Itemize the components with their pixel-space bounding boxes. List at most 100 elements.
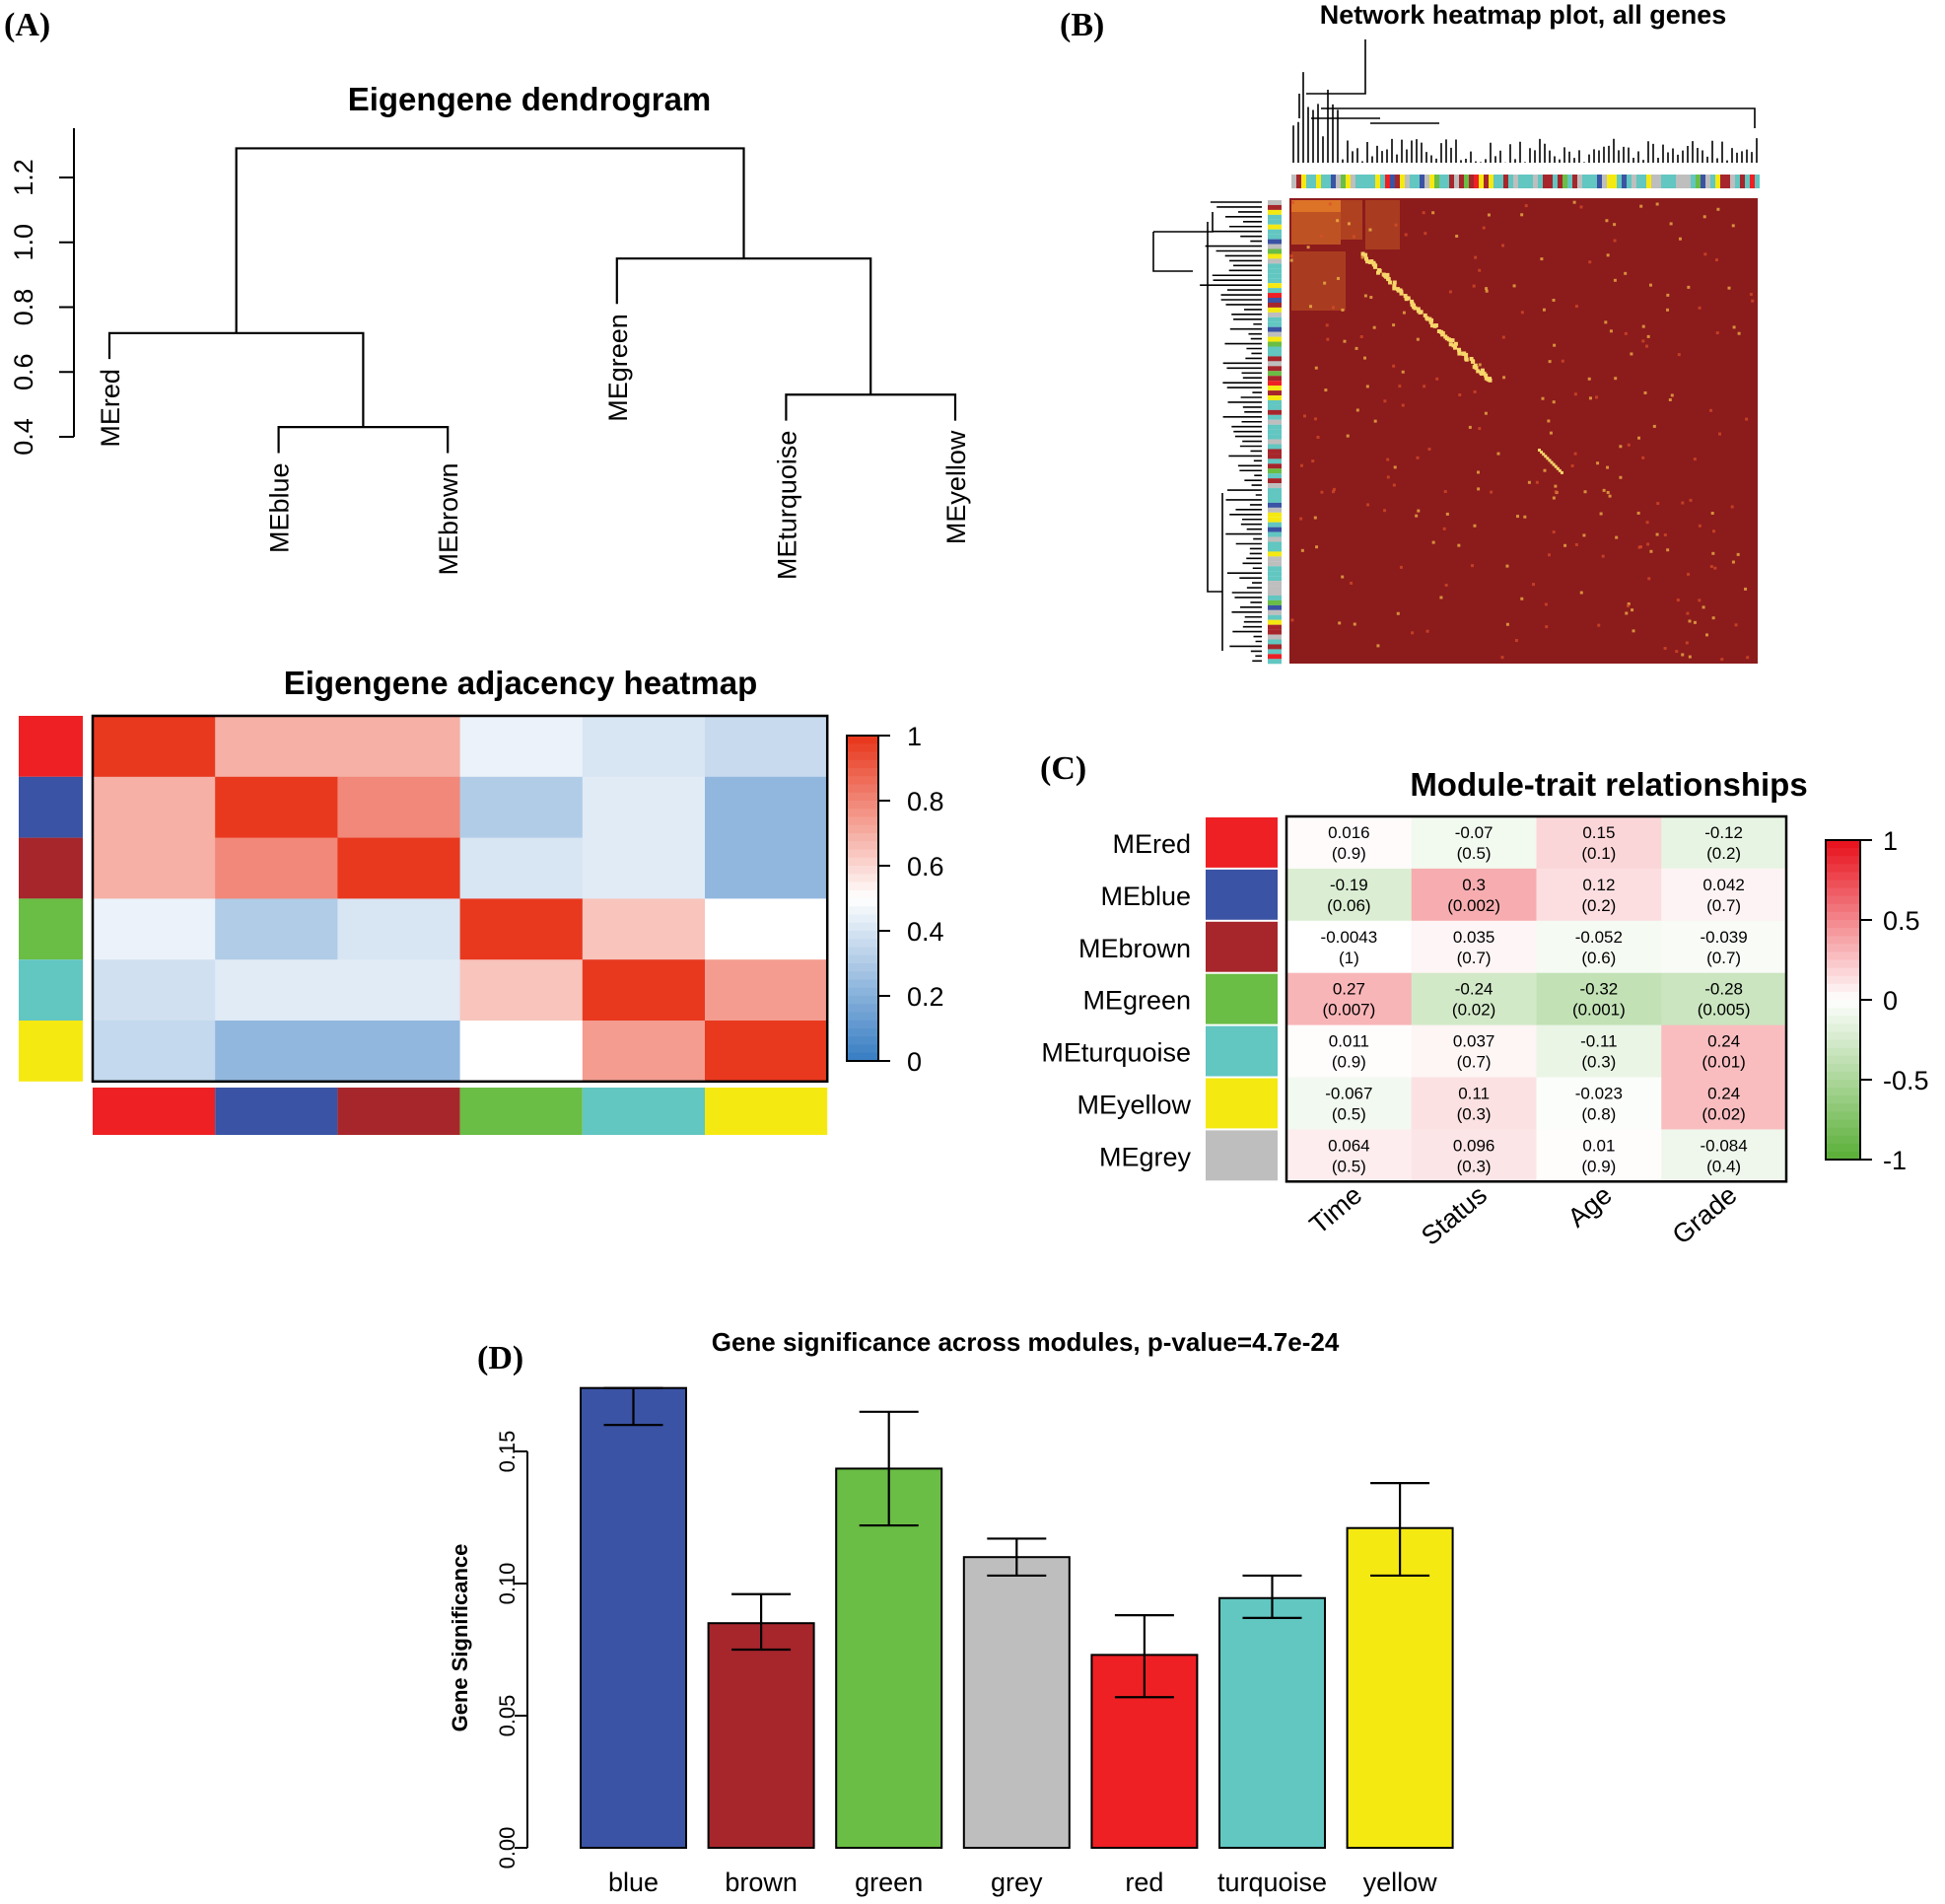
network-speckle xyxy=(1698,599,1702,602)
gene-module-colorbar-top xyxy=(1646,175,1651,188)
colorbar-segment xyxy=(1826,1119,1860,1128)
module-color-row-red xyxy=(19,716,83,777)
network-speckle xyxy=(1619,445,1623,449)
heatmap-cell xyxy=(215,837,338,899)
heatmap-cell xyxy=(93,837,216,899)
trait-cell xyxy=(1661,972,1787,1026)
colorbar-segment xyxy=(1826,1143,1860,1153)
network-speckle xyxy=(1531,583,1535,587)
network-speckle xyxy=(1594,395,1598,399)
x-tick-label: grey xyxy=(991,1868,1043,1897)
network-speckle xyxy=(1439,596,1443,599)
network-speckle xyxy=(1645,521,1649,525)
trait-cell xyxy=(1536,868,1662,922)
network-speckle xyxy=(1544,602,1548,606)
colorbar-segment xyxy=(847,1004,878,1013)
colorbar-segment xyxy=(847,849,878,859)
network-speckle xyxy=(1502,376,1506,380)
panel-label-d: (D) xyxy=(477,1340,523,1376)
network-speckle xyxy=(1698,524,1702,528)
network-speckle xyxy=(1545,625,1549,629)
gene-module-colorbar-left xyxy=(1268,414,1282,420)
gene-module-colorbar-left xyxy=(1268,390,1282,396)
gene-module-colorbar-left xyxy=(1268,371,1282,377)
network-speckle xyxy=(1727,286,1731,290)
trait-correlation: 0.12 xyxy=(1582,876,1615,894)
network-module-block xyxy=(1341,200,1362,240)
network-speckle xyxy=(1666,308,1670,312)
colorbar-segment xyxy=(847,954,878,964)
gene-module-colorbar-left xyxy=(1268,609,1282,615)
network-speckle xyxy=(1711,551,1715,555)
trait-correlation: 0.3 xyxy=(1462,876,1486,894)
trait-correlation: 0.064 xyxy=(1328,1136,1370,1155)
trait-cell xyxy=(1286,972,1413,1026)
colorbar-segment xyxy=(1826,1023,1860,1032)
network-speckle xyxy=(1355,408,1359,412)
trait-correlation: 0.035 xyxy=(1453,928,1495,947)
network-speckle xyxy=(1393,465,1397,469)
network-speckle xyxy=(1352,235,1355,239)
colorbar-segment xyxy=(1826,967,1860,977)
module-color-row-yellow xyxy=(19,1021,83,1082)
network-diagonal xyxy=(1546,457,1550,460)
heatmap-cell xyxy=(215,1021,338,1083)
network-speckle xyxy=(1641,456,1645,459)
colorbar-tick-label: 1 xyxy=(907,722,922,751)
gene-module-colorbar-left xyxy=(1268,326,1282,332)
network-diagonal xyxy=(1457,351,1462,356)
colorbar-segment xyxy=(1826,983,1860,993)
trait-pvalue: (0.1) xyxy=(1581,844,1616,863)
x-tick-label: red xyxy=(1125,1868,1163,1897)
gene-module-colorbar-left xyxy=(1268,331,1282,337)
network-speckle xyxy=(1458,392,1462,396)
network-diagonal xyxy=(1461,351,1466,356)
bar-blue xyxy=(580,1386,687,1850)
gene-module-colorbar-top xyxy=(1459,175,1464,188)
heatmap-cell xyxy=(337,959,461,1022)
trait-cell xyxy=(1411,920,1537,974)
network-speckle xyxy=(1470,564,1474,568)
trait-correlation: 0.27 xyxy=(1333,980,1365,999)
heatmap-cell xyxy=(582,1021,706,1083)
network-speckle xyxy=(1299,517,1303,521)
gene-module-colorbar-left xyxy=(1268,434,1282,440)
network-speckle xyxy=(1482,226,1486,230)
network-diagonal xyxy=(1392,280,1397,285)
heatmap-cell xyxy=(459,1021,584,1083)
network-speckle xyxy=(1681,501,1685,505)
bar-turquoise xyxy=(1218,1596,1326,1849)
colorbar-segment xyxy=(847,809,878,817)
left-gene-dendrogram xyxy=(1152,201,1262,663)
gene-module-colorbar-top xyxy=(1538,175,1543,188)
colorbar-segment xyxy=(847,1012,878,1022)
trait-pvalue: (0.002) xyxy=(1447,896,1500,915)
network-speckle xyxy=(1316,435,1320,439)
network-speckle xyxy=(1338,621,1342,625)
heatmap-cell xyxy=(215,898,338,960)
network-diagonal xyxy=(1552,462,1556,466)
gene-module-colorbar-left xyxy=(1268,649,1282,655)
gene-module-colorbar-left xyxy=(1268,253,1282,259)
network-speckle xyxy=(1331,306,1335,310)
panel-label-a: (A) xyxy=(4,7,50,43)
network-speckle xyxy=(1325,323,1329,327)
network-speckle xyxy=(1363,294,1367,298)
module-row-label: MEyellow xyxy=(1077,1091,1191,1120)
trait-pvalue: (0.3) xyxy=(1457,1105,1492,1124)
network-diagonal xyxy=(1377,268,1382,273)
network-speckle xyxy=(1613,278,1617,282)
heatmap-cell xyxy=(582,959,706,1022)
adjacency-heatmap-title: Eigengene adjacency heatmap xyxy=(284,665,758,701)
colorbar-segment xyxy=(847,931,878,940)
gene-module-colorbar-top xyxy=(1607,175,1612,188)
network-speckle xyxy=(1548,360,1552,364)
network-diagonal xyxy=(1453,341,1458,346)
trait-pvalue: (0.2) xyxy=(1581,896,1616,915)
colorbar-segment xyxy=(847,857,878,867)
gene-module-colorbar-top xyxy=(1740,175,1745,188)
network-speckle xyxy=(1350,581,1354,585)
gene-module-colorbar-top xyxy=(1622,175,1627,188)
network-speckle xyxy=(1689,498,1693,502)
gene-module-colorbar-top xyxy=(1651,175,1656,188)
